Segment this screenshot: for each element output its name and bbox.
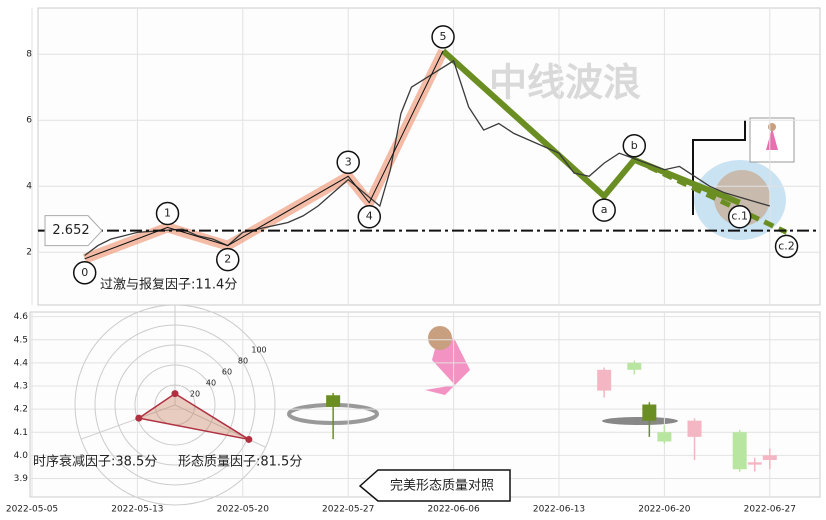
wave-marker bbox=[155, 201, 180, 226]
y-tick-label: 4.3 bbox=[14, 382, 28, 392]
threshold-tag bbox=[44, 215, 103, 247]
x-tick-label: 2022-05-20 bbox=[217, 505, 270, 515]
y-tick-label: 4.4 bbox=[14, 358, 29, 368]
bottom-panel bbox=[29, 311, 821, 498]
wave-label: 2 bbox=[224, 253, 231, 266]
wave-label: c.2 bbox=[778, 239, 795, 252]
wave-label: c.1 bbox=[731, 210, 748, 223]
threshold-label: 2.652 bbox=[52, 223, 89, 238]
y-tick-label: 4.2 bbox=[14, 405, 28, 415]
wave-marker bbox=[215, 247, 240, 272]
top-panel bbox=[37, 7, 821, 306]
wave-marker bbox=[592, 198, 616, 222]
wave-marker bbox=[622, 134, 647, 158]
radar-point bbox=[171, 390, 179, 398]
candle-body bbox=[732, 432, 747, 470]
radar-axis bbox=[80, 404, 176, 440]
dancer-head bbox=[428, 326, 452, 350]
radar-tick-label: 40 bbox=[206, 379, 216, 388]
y-tick-label: 4 bbox=[26, 182, 32, 192]
x-tick-label: 2022-06-13 bbox=[533, 505, 585, 515]
y-tick-label: 4.6 bbox=[14, 312, 29, 322]
wave-label: 5 bbox=[440, 30, 447, 43]
wave-marker bbox=[336, 150, 360, 175]
x-tick-label: 2022-05-27 bbox=[322, 505, 374, 515]
impulse-line bbox=[84, 50, 444, 260]
candle-body bbox=[642, 404, 657, 421]
radar-tick-label: 100 bbox=[251, 346, 266, 355]
radar-area bbox=[136, 392, 250, 441]
wave-label: 0 bbox=[81, 266, 88, 279]
y-tick-label: 8 bbox=[26, 50, 32, 60]
shadow bbox=[602, 417, 678, 425]
corrective-extension bbox=[633, 157, 788, 235]
wave-label: b bbox=[631, 139, 638, 152]
radar-tick-label: 80 bbox=[238, 357, 248, 366]
wave-marker bbox=[774, 234, 799, 259]
radar-point bbox=[135, 414, 143, 422]
y-tick-label: 3.9 bbox=[14, 474, 29, 484]
candle-body bbox=[687, 420, 702, 437]
candle-body bbox=[627, 362, 642, 370]
wave-marker bbox=[72, 261, 97, 285]
y-tick-label: 4.5 bbox=[14, 335, 28, 345]
wave-label: 4 bbox=[366, 210, 373, 223]
y-tick-label: 6 bbox=[26, 116, 32, 126]
wave-label: 3 bbox=[345, 155, 352, 168]
y-tick-label: 4.0 bbox=[14, 451, 29, 461]
candle-body bbox=[597, 369, 612, 391]
x-tick-label: 2022-06-06 bbox=[427, 505, 480, 515]
figure-head bbox=[768, 123, 776, 131]
wave-label: a bbox=[601, 203, 608, 216]
radar-tick-label: 60 bbox=[222, 368, 232, 377]
x-tick-label: 2022-05-13 bbox=[111, 505, 163, 515]
price-line bbox=[84, 59, 770, 257]
wave-marker bbox=[357, 204, 382, 229]
corrective-line bbox=[441, 48, 741, 206]
wave-marker bbox=[431, 25, 455, 49]
factor-label: 过激与报复因子:11.4分 bbox=[100, 278, 237, 293]
x-tick-label: 2022-05-05 bbox=[6, 505, 58, 515]
candle-body bbox=[326, 395, 341, 407]
candle-body bbox=[657, 432, 672, 442]
factor-label: 形态质量因子:81.5分 bbox=[178, 455, 302, 470]
wave-label: 1 bbox=[164, 206, 171, 219]
figure bbox=[766, 128, 778, 150]
y-tick-label: 4.1 bbox=[14, 428, 28, 438]
wave-marker bbox=[727, 204, 752, 229]
radar-tick-label: 20 bbox=[190, 390, 200, 399]
watermark: 中线波浪 bbox=[489, 61, 641, 105]
x-tick-label: 2022-06-20 bbox=[638, 505, 691, 515]
x-tick-label: 2022-06-27 bbox=[744, 505, 796, 515]
radar-point bbox=[245, 435, 253, 443]
factor-label: 时序衰减因子:38.5分 bbox=[33, 454, 157, 470]
compare-button[interactable] bbox=[358, 469, 511, 502]
candle-body bbox=[762, 455, 777, 460]
compare-button-label[interactable]: 完美形态质量对照 bbox=[390, 479, 494, 494]
candle-body bbox=[747, 462, 762, 465]
bracket bbox=[692, 120, 746, 215]
y-tick-label: 2 bbox=[26, 248, 32, 258]
